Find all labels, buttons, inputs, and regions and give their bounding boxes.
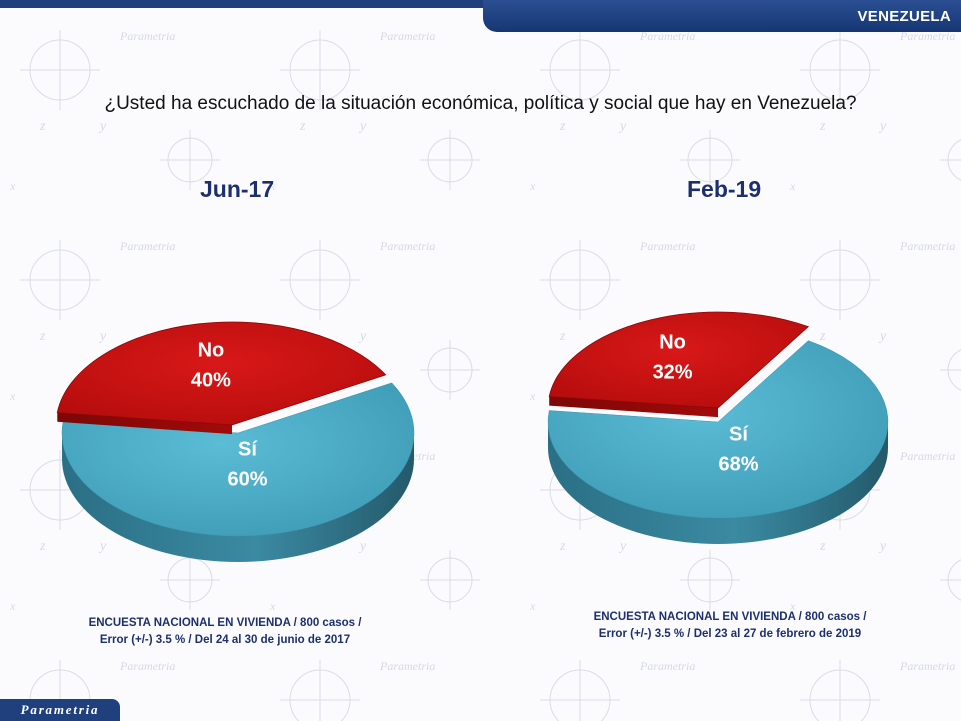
slice-no-1-side [57, 412, 232, 435]
slice-si-1-side [62, 432, 414, 562]
slice-no-1 [56, 321, 387, 426]
chart-2-footnote: ENCUESTA NACIONAL EN VIVIENDA / 800 caso… [560, 609, 900, 643]
slice-no-2-side [549, 396, 718, 418]
logo-text: Parametria [20, 702, 100, 717]
country-tab: VENEZUELA [483, 0, 961, 32]
chart-1-footnote-line-1: ENCUESTA NACIONAL EN VIVIENDA / 800 caso… [88, 617, 362, 629]
slice-si-2 [547, 340, 889, 519]
slice-si-2-value: 68% [718, 453, 758, 475]
slice-no-1-value: 40% [191, 369, 231, 391]
slice-no-2-label: No [659, 331, 686, 353]
slice-si-2-side [548, 421, 888, 544]
chart-2-footnote-line-2: Error (+/-) 3.5 % / Del 23 al 27 de febr… [598, 628, 862, 640]
survey-question: ¿Usted ha escuchado de la situación econ… [104, 93, 857, 114]
slice-no-1-label: No [198, 339, 225, 361]
slice-si-1-label: Sí [238, 438, 258, 460]
slice-si-1 [61, 382, 415, 537]
slice-si-2-label: Sí [729, 423, 749, 445]
parametria-logo: Parametria [0, 699, 120, 721]
top-bar [0, 0, 961, 8]
chart-2-footnote-line-1: ENCUESTA NACIONAL EN VIVIENDA / 800 caso… [593, 611, 867, 623]
chart-2-title: Feb-19 [687, 176, 762, 202]
chart-1-footnote-line-2: Error (+/-) 3.5 % / Del 24 al 30 de juni… [99, 634, 351, 646]
pie-1: No 40% Sí 60% [56, 321, 415, 562]
country-label: VENEZUELA [857, 7, 951, 25]
slice-no-2 [548, 311, 810, 409]
slice-si-1-value: 60% [227, 468, 267, 490]
slice-no-2-value: 32% [653, 361, 693, 383]
pie-2: No 32% Sí 68% [547, 311, 889, 544]
chart-1-footnote: ENCUESTA NACIONAL EN VIVIENDA / 800 caso… [60, 615, 390, 649]
chart-1-title: Jun-17 [200, 176, 275, 202]
